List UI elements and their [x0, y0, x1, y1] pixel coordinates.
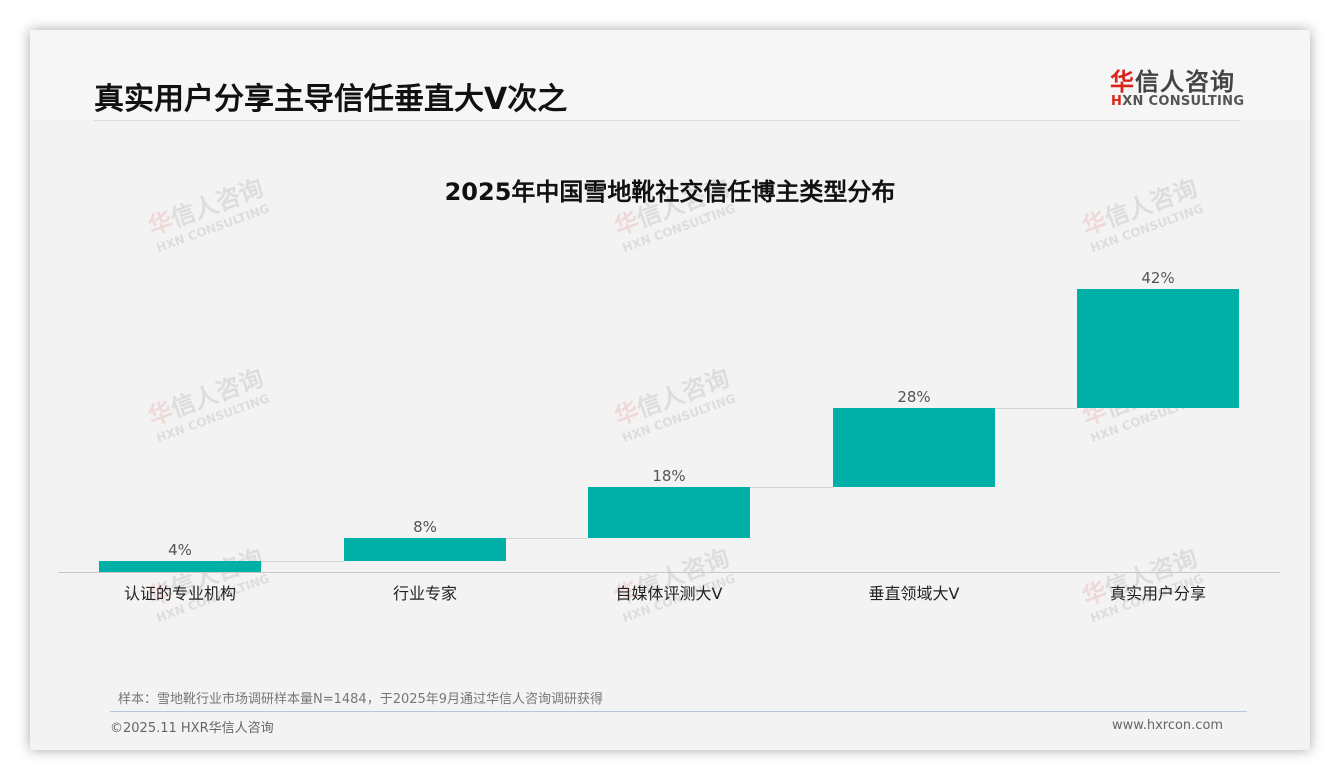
category-label: 垂直领域大V [868, 584, 960, 603]
bar-value-label: 42% [1141, 269, 1175, 287]
copyright-text: ©2025.11 HXR华信人咨询 [110, 721, 274, 736]
bar-3 [588, 487, 750, 539]
category-label: 真实用户分享 [1109, 584, 1206, 603]
website-link[interactable]: www.hxrcon.com [1112, 718, 1224, 733]
logo-cn-rest: 信人咨询 [1135, 68, 1235, 96]
logo-en: HXN CONSULTING [1111, 94, 1244, 109]
bar-1 [99, 560, 261, 572]
category-label: 行业专家 [392, 584, 457, 603]
category-label: 自媒体评测大V [615, 584, 723, 603]
logo-en-rest: XN CONSULTING [1122, 94, 1245, 109]
connector-line [750, 487, 833, 489]
x-axis-line [58, 572, 1280, 573]
chart-title: 2025年中国雪地靴社交信任博主类型分布 [444, 178, 896, 206]
watermark-en: HXN CONSULTING [620, 391, 738, 446]
connector-line [995, 407, 1077, 409]
connector-line [261, 560, 344, 562]
bar-4 [833, 407, 995, 488]
bar-value-label: 8% [413, 518, 437, 537]
logo-cn: 华信人咨询 [1110, 62, 1235, 97]
bar-2 [344, 538, 506, 561]
slide: 真实用户分享主导信任垂直大V次之 华信人咨询 HXN CONSULTING 华信… [30, 30, 1310, 750]
title-divider [94, 120, 1240, 121]
footer-divider [110, 711, 1247, 712]
watermark-en: HXN CONSULTING [154, 391, 272, 446]
category-label: 认证的专业机构 [123, 584, 236, 603]
bar-value-label: 4% [168, 540, 192, 559]
bar-value-label: 28% [897, 387, 931, 406]
logo-cn-red: 华 [1110, 68, 1135, 96]
watermark-cn: 华信人咨询 [610, 363, 733, 432]
connector-line [506, 538, 588, 540]
bar-5 [1077, 289, 1239, 408]
bar-value-label: 18% [652, 467, 686, 486]
company-logo: 华信人咨询 HXN CONSULTING [1110, 62, 1250, 112]
logo-en-red: H [1111, 94, 1123, 109]
sample-footnote: 样本：雪地靴行业市场调研样本量N=1484，于2025年9月通过华信人咨询调研获… [118, 692, 604, 707]
header-background [30, 30, 1310, 120]
watermark-cn: 华信人咨询 [144, 363, 267, 432]
page-title: 真实用户分享主导信任垂直大V次之 [94, 82, 568, 117]
